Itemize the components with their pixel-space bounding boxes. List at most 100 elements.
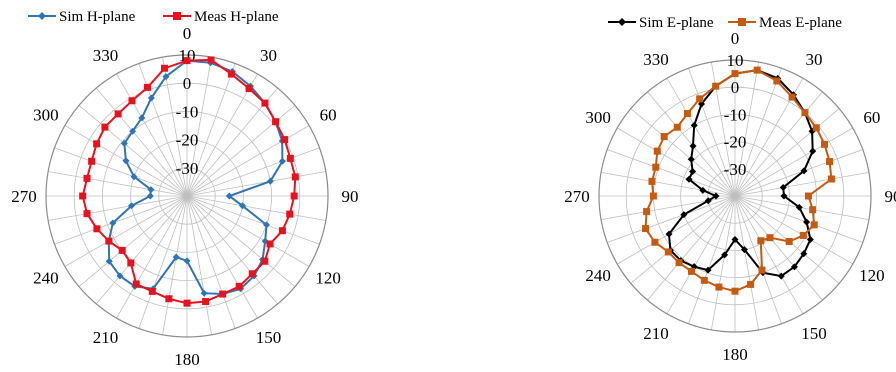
data-point bbox=[766, 234, 773, 241]
data-point bbox=[691, 122, 698, 129]
legend-label: Sim E-plane bbox=[639, 15, 714, 31]
data-point bbox=[801, 109, 808, 116]
data-point bbox=[149, 288, 156, 295]
series-meas-h-plane bbox=[79, 56, 299, 306]
data-point bbox=[715, 284, 722, 291]
data-point bbox=[207, 56, 214, 63]
data-point bbox=[650, 193, 657, 200]
series-line bbox=[646, 70, 832, 291]
data-point bbox=[786, 238, 793, 245]
legend-item-sim-e-plane: Sim E-plane bbox=[608, 15, 714, 31]
angle-tick-label: 0 bbox=[183, 24, 192, 43]
data-point bbox=[747, 281, 754, 288]
angle-tick-label: 150 bbox=[801, 324, 827, 343]
data-point bbox=[279, 227, 286, 234]
data-point bbox=[79, 193, 86, 200]
data-point bbox=[652, 164, 659, 171]
data-point bbox=[184, 257, 191, 264]
data-point bbox=[84, 210, 91, 217]
data-point bbox=[261, 258, 268, 265]
angle-tick-label: 60 bbox=[863, 108, 880, 127]
data-point bbox=[144, 84, 151, 91]
data-point bbox=[805, 193, 812, 200]
data-point bbox=[674, 124, 681, 131]
radial-tick-label: -10 bbox=[176, 102, 199, 121]
data-point bbox=[732, 70, 739, 77]
data-point bbox=[757, 237, 764, 244]
angle-tick-label: 0 bbox=[731, 29, 740, 48]
data-point bbox=[809, 206, 816, 213]
data-point bbox=[219, 291, 226, 298]
radial-tick-label: -30 bbox=[176, 159, 199, 178]
angle-tick-label: 120 bbox=[859, 266, 885, 285]
data-point bbox=[267, 240, 274, 247]
data-point bbox=[261, 100, 268, 107]
angle-tick-label: 210 bbox=[643, 324, 669, 343]
angle-tick-label: 90 bbox=[885, 187, 896, 206]
radial-tick-label: 0 bbox=[731, 78, 740, 97]
data-point bbox=[826, 158, 833, 165]
legend-label: Sim H-plane bbox=[59, 9, 136, 25]
data-point bbox=[813, 124, 820, 131]
data-point bbox=[147, 193, 154, 200]
radial-tick-label: 0 bbox=[183, 74, 192, 93]
data-point bbox=[184, 57, 191, 64]
data-point bbox=[84, 175, 91, 182]
angle-tick-label: 270 bbox=[11, 187, 37, 206]
data-point bbox=[789, 94, 796, 101]
e-plane-polar-plot: 100-10-20-300306090120150180210240270300… bbox=[448, 0, 896, 367]
data-point bbox=[803, 219, 810, 226]
legend-label: Meas H-plane bbox=[194, 9, 279, 25]
data-point bbox=[689, 168, 696, 175]
angle-tick-label: 330 bbox=[643, 50, 669, 69]
radial-tick-label: 10 bbox=[727, 51, 744, 70]
data-point bbox=[828, 175, 835, 182]
legend-marker bbox=[38, 12, 46, 20]
e-plane-chart: 100-10-20-300306090120150180210240270300… bbox=[448, 0, 896, 372]
h-plane-polar-plot: 100-10-20-300306090120150180210240270300… bbox=[0, 0, 448, 367]
data-point bbox=[821, 141, 828, 148]
polar-grid bbox=[46, 55, 328, 337]
data-point bbox=[696, 95, 703, 102]
data-point bbox=[811, 221, 818, 228]
data-point bbox=[654, 148, 661, 155]
data-point bbox=[292, 173, 299, 180]
angle-tick-label: 300 bbox=[33, 106, 59, 125]
legend-item-sim-h-plane: Sim H-plane bbox=[28, 9, 136, 25]
angle-tick-label: 180 bbox=[722, 345, 748, 364]
legend-marker bbox=[173, 12, 181, 20]
angle-tick-label: 120 bbox=[315, 269, 341, 288]
data-point bbox=[643, 208, 650, 215]
data-point bbox=[754, 67, 761, 74]
data-point bbox=[115, 110, 122, 117]
radial-tick-label: -20 bbox=[724, 133, 747, 152]
data-point bbox=[228, 71, 235, 78]
radial-tick-label: -10 bbox=[724, 105, 747, 124]
data-point bbox=[133, 280, 140, 287]
data-point bbox=[684, 110, 691, 117]
legend-marker bbox=[738, 18, 746, 26]
data-point bbox=[184, 300, 191, 307]
data-point bbox=[712, 83, 719, 90]
data-point bbox=[800, 232, 807, 239]
angle-tick-label: 90 bbox=[342, 187, 359, 206]
angle-tick-label: 60 bbox=[320, 106, 337, 125]
data-point bbox=[809, 148, 816, 155]
data-point bbox=[119, 247, 126, 254]
data-point bbox=[93, 225, 100, 232]
legend-item-meas-h-plane: Meas H-plane bbox=[163, 9, 279, 25]
radial-tick-label: -30 bbox=[724, 160, 747, 179]
angle-tick-label: 30 bbox=[806, 50, 823, 69]
data-point bbox=[642, 225, 649, 232]
series-meas-e-plane bbox=[642, 67, 835, 295]
data-point bbox=[807, 236, 814, 243]
data-point bbox=[665, 248, 672, 255]
data-point bbox=[129, 97, 136, 104]
data-point bbox=[272, 118, 279, 125]
data-point bbox=[688, 268, 695, 275]
data-point bbox=[651, 239, 658, 246]
legend-marker bbox=[618, 18, 626, 26]
data-point bbox=[291, 193, 298, 200]
